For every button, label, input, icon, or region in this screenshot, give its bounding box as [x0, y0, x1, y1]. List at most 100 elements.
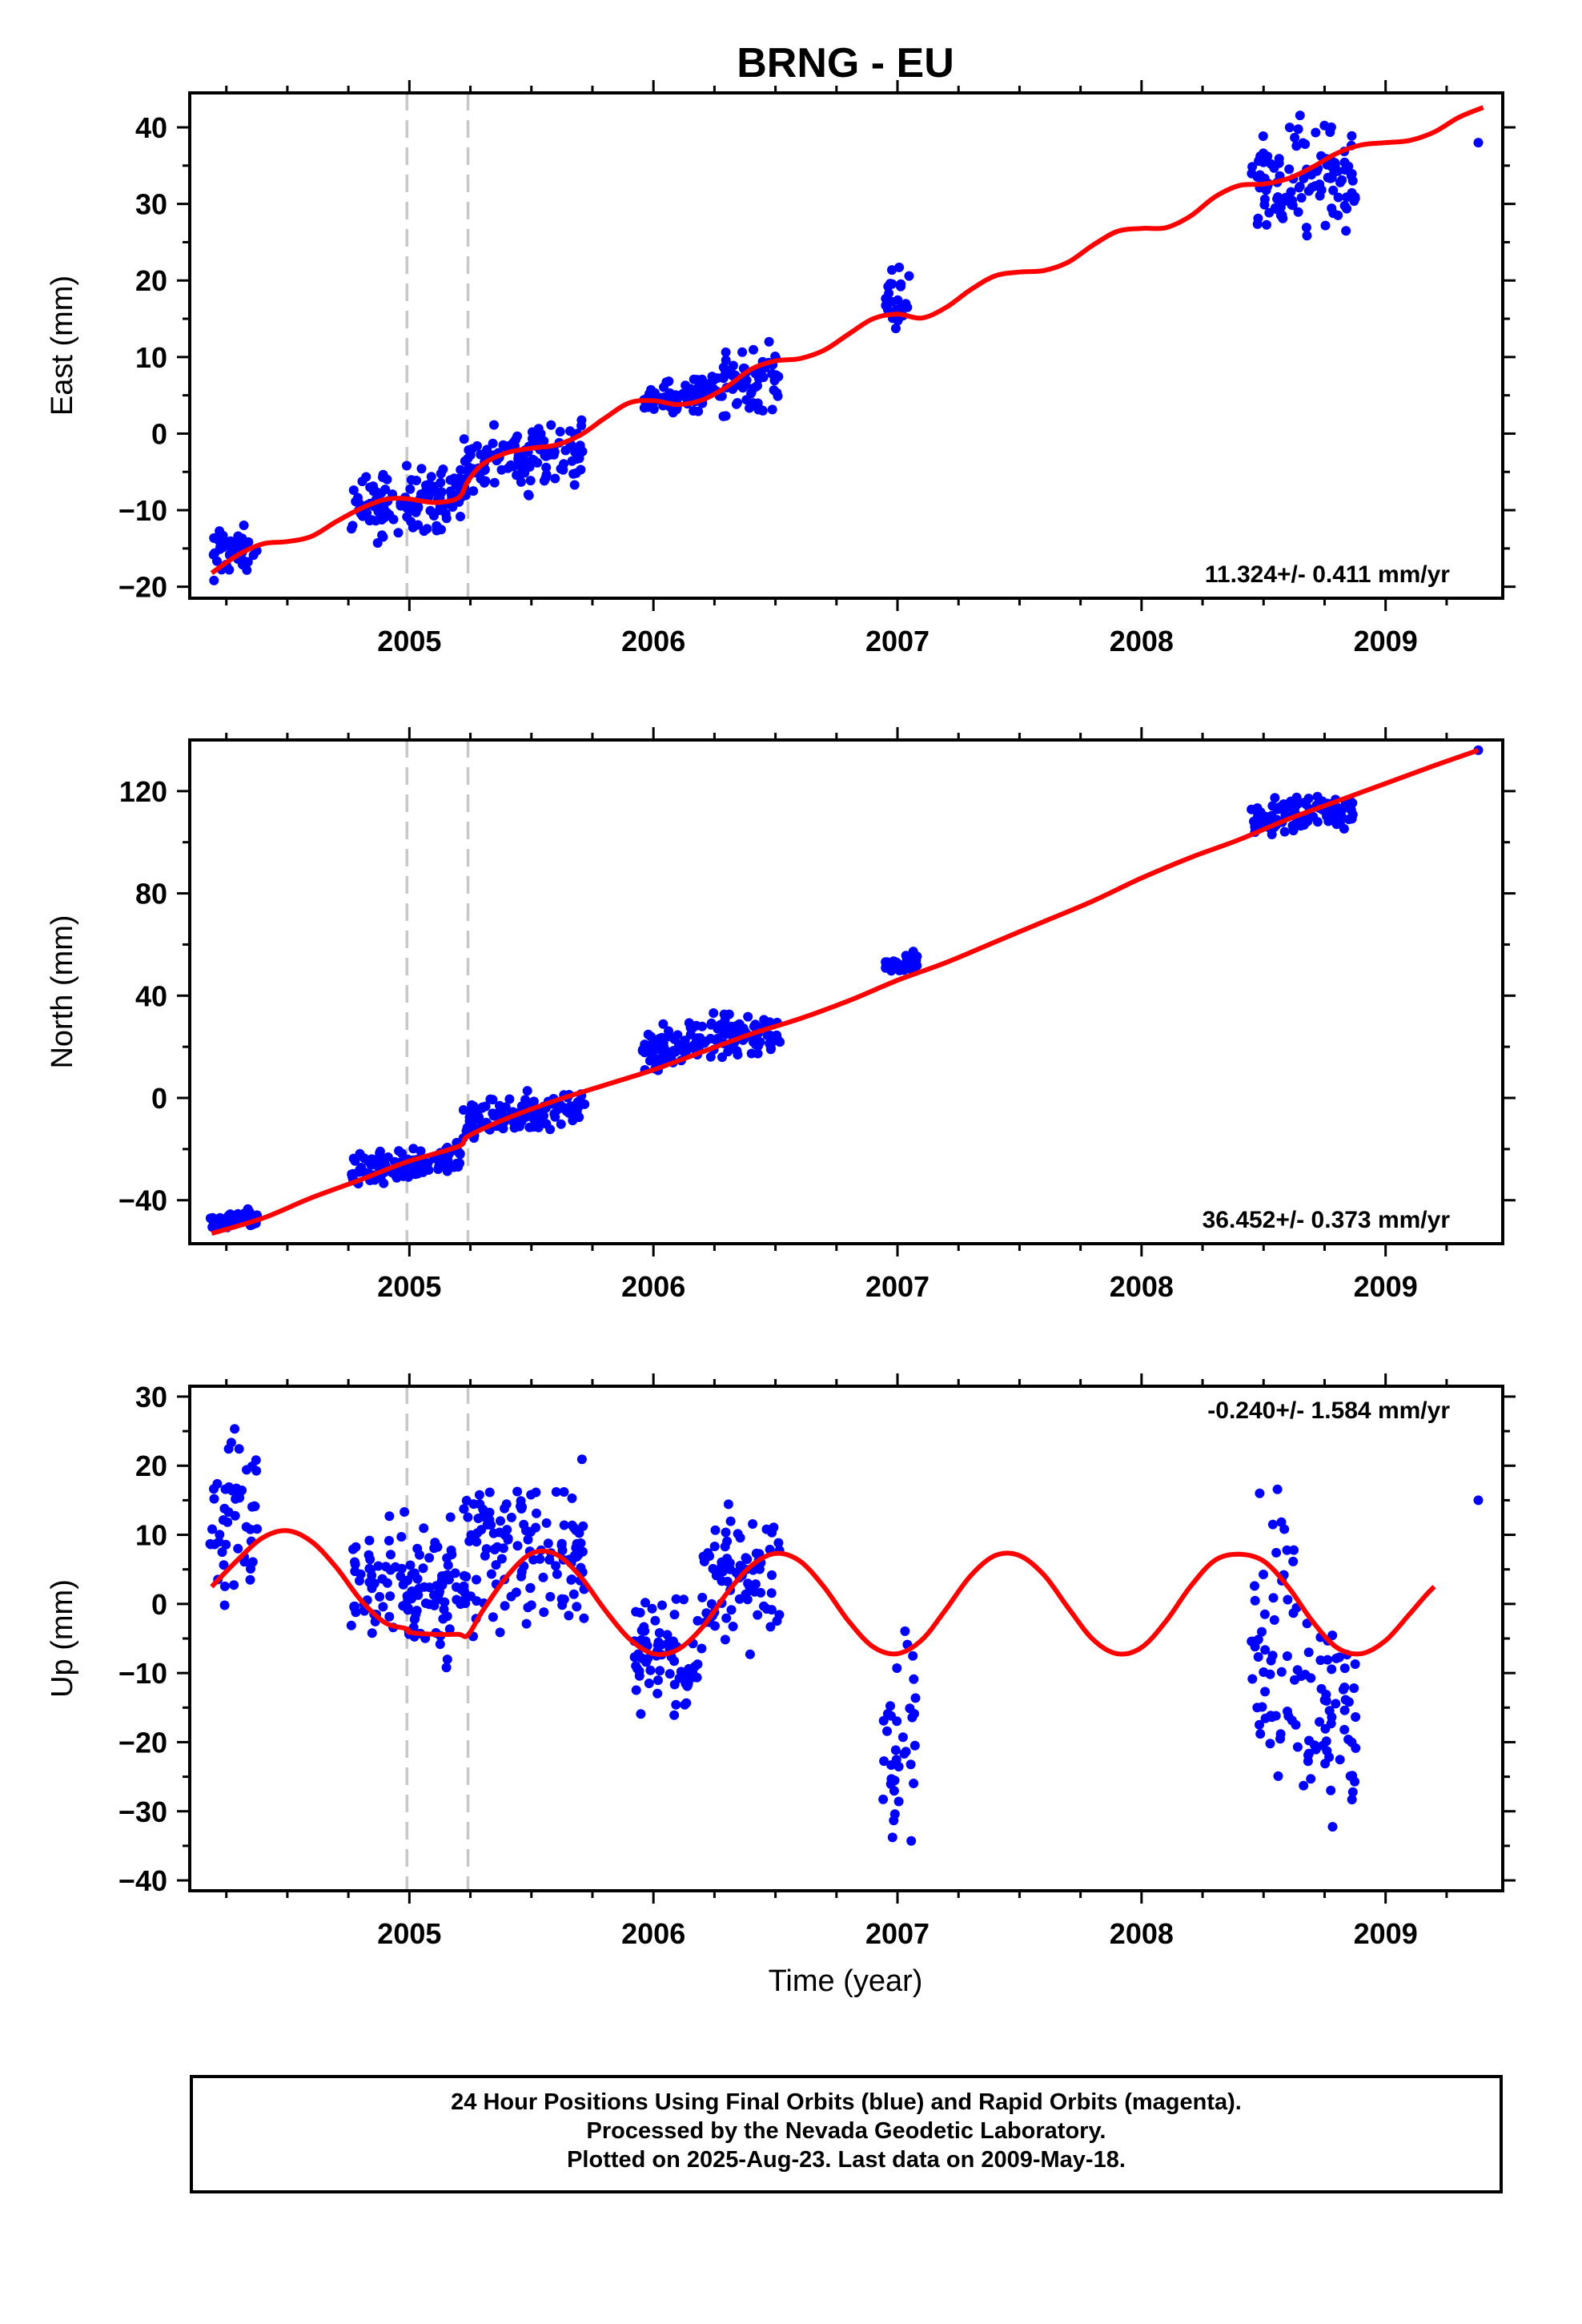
data-point	[459, 1504, 469, 1514]
data-point	[730, 1022, 741, 1032]
data-point	[1272, 204, 1283, 215]
data-point	[1282, 1651, 1292, 1661]
data-point	[376, 488, 387, 498]
data-point	[513, 451, 524, 461]
data-point	[500, 1503, 510, 1514]
data-point	[559, 1520, 569, 1530]
data-point	[1303, 1647, 1314, 1658]
data-point	[551, 1561, 561, 1571]
data-point	[1255, 1729, 1266, 1739]
data-point	[697, 1021, 707, 1031]
data-point	[1279, 826, 1290, 837]
east-x-tick-label: 2009	[1354, 625, 1418, 657]
data-point	[1249, 816, 1259, 826]
up-x-tick-label: 2005	[377, 1917, 441, 1950]
data-point	[1261, 185, 1271, 195]
data-point	[215, 1530, 225, 1540]
data-point	[571, 1525, 581, 1535]
data-point	[890, 1745, 901, 1755]
data-point	[219, 1581, 230, 1591]
data-point	[1267, 1519, 1278, 1530]
data-point	[771, 373, 781, 384]
data-point	[721, 1558, 732, 1569]
data-point	[1339, 200, 1350, 211]
data-point	[650, 1054, 661, 1064]
footer-line-1: 24 Hour Positions Using Final Orbits (bl…	[451, 2089, 1242, 2115]
data-point	[385, 1591, 396, 1602]
data-point	[569, 480, 580, 490]
data-point	[484, 1507, 495, 1518]
east-x-tick-label: 2006	[621, 625, 685, 657]
data-point	[465, 450, 476, 460]
data-point	[416, 464, 427, 474]
data-point	[720, 1634, 730, 1645]
east-plot-frame	[188, 91, 1504, 600]
data-point	[424, 1553, 435, 1563]
data-point	[893, 1762, 904, 1771]
data-point	[223, 1517, 233, 1527]
data-point	[1341, 226, 1351, 236]
data-point	[572, 1602, 582, 1612]
data-point	[481, 1544, 492, 1554]
data-point	[909, 1740, 920, 1751]
data-point	[655, 1666, 665, 1676]
data-point	[396, 1563, 407, 1574]
data-point	[512, 470, 522, 480]
data-point	[209, 1494, 219, 1504]
data-point	[1284, 123, 1295, 133]
data-point	[751, 1548, 761, 1558]
data-point	[396, 1571, 406, 1582]
data-point	[767, 404, 777, 415]
data-point	[580, 1099, 590, 1109]
data-point	[1261, 816, 1271, 826]
north-x-tick-label: 2008	[1110, 1270, 1174, 1303]
data-point	[480, 464, 490, 475]
data-point	[250, 1502, 260, 1511]
data-point	[645, 1665, 656, 1675]
data-point	[750, 1019, 761, 1030]
data-point	[1341, 801, 1351, 811]
data-point	[559, 1487, 569, 1497]
data-point	[910, 1693, 921, 1703]
data-point	[1351, 1712, 1361, 1722]
data-point	[477, 1103, 488, 1113]
data-point	[209, 533, 219, 543]
data-point	[1290, 1675, 1299, 1685]
data-point	[677, 1670, 688, 1680]
north-plot-frame	[188, 738, 1504, 1245]
data-point	[517, 1502, 528, 1512]
data-point	[679, 1594, 689, 1605]
data-point	[541, 469, 552, 480]
north-y-tick-label: 80	[135, 878, 167, 911]
data-point	[398, 1171, 408, 1181]
data-point	[1253, 1652, 1263, 1662]
data-point	[531, 1522, 541, 1533]
up-ticks	[177, 1373, 1516, 1904]
data-point	[445, 1512, 456, 1522]
data-point	[1295, 111, 1305, 121]
data-point	[384, 1611, 395, 1622]
data-point	[1315, 1717, 1325, 1727]
data-point	[901, 299, 911, 309]
data-point	[521, 463, 531, 472]
data-point	[748, 398, 758, 408]
data-point	[689, 406, 699, 416]
data-point	[709, 1565, 720, 1575]
data-point	[1351, 1743, 1361, 1753]
data-point	[372, 538, 383, 548]
data-point	[1336, 810, 1347, 821]
data-point	[749, 344, 758, 355]
data-point	[721, 355, 731, 365]
data-point	[442, 1611, 452, 1622]
data-point	[1262, 219, 1271, 230]
data-point	[248, 550, 259, 561]
data-point	[889, 1809, 900, 1819]
data-point	[209, 1484, 219, 1494]
up-y-tick-label: −40	[118, 1864, 167, 1897]
data-point	[488, 1108, 498, 1119]
data-point	[496, 1106, 507, 1116]
data-point	[1300, 139, 1311, 149]
north-y-tick-label: 120	[119, 775, 167, 808]
data-point	[488, 1528, 499, 1538]
data-point	[486, 1569, 496, 1579]
